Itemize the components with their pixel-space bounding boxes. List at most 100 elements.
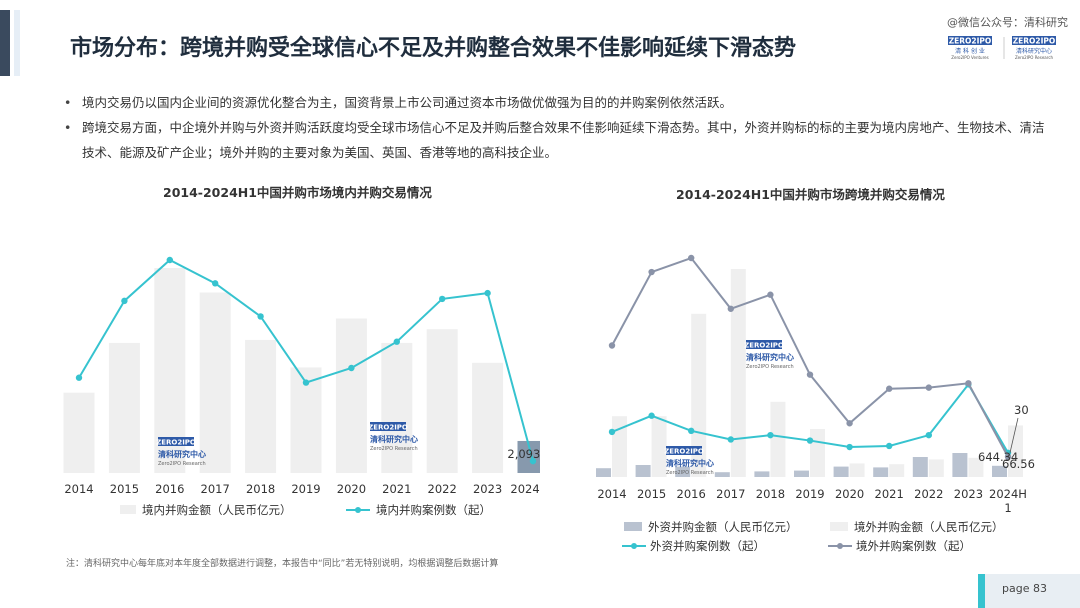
left-chart-title: 2014-2024H1中国并购市场境内并购交易情况: [163, 185, 432, 200]
point-overseas-count: [846, 420, 853, 427]
left-legend: 境内并购金额（人民币亿元） 境内并购案例数（起）: [120, 503, 491, 517]
point-foreign-count: [767, 431, 774, 439]
watermark-sub: Zero2IPO Research: [666, 470, 714, 476]
point-domestic-count: [393, 338, 400, 345]
watermark-name: 清科研究中心: [370, 434, 418, 444]
x-tick-label: 2015: [637, 487, 666, 501]
point-foreign-count: [886, 442, 893, 450]
chart-watermark: ZERO2IPO 清科研究中心 Zero2IPO Research: [664, 446, 714, 476]
data-label-overseas-amount: 644.34: [978, 450, 1018, 464]
logo-right-name: 清科研究中心: [1016, 47, 1052, 55]
bullet-item: 境内交易仍以国内企业间的资源优化整合为主，国资背景上市公司通过资本市场做优做强为…: [64, 90, 1054, 115]
x-tick-label: 2022: [914, 487, 943, 501]
wechat-watermark: @微信公众号：清科研究: [947, 16, 1068, 29]
watermark-brand: ZERO2IPO: [744, 342, 784, 350]
bar-domestic-amount: [426, 329, 458, 473]
point-foreign-count: [688, 427, 695, 435]
x-tick-label: 2019: [795, 487, 824, 501]
x-tick-label: 2023: [954, 487, 983, 501]
point-domestic-count: [529, 457, 537, 465]
point-overseas-count: [608, 342, 616, 349]
point-overseas-count: [965, 380, 972, 387]
legend-marker-overseas-count: [837, 543, 843, 549]
legend-label-foreign-amount: 外资并购金额（人民币亿元）: [648, 520, 798, 534]
bar-overseas-amount: [691, 313, 707, 477]
bar-overseas-amount: [810, 429, 825, 477]
line-overseas-count: [611, 256, 1009, 458]
bar-domestic-amount: [517, 440, 540, 473]
legend-label-domestic-amount: 境内并购金额（人民币亿元）: [142, 503, 292, 517]
bar-foreign-amount: [714, 472, 730, 477]
bullet-list: 境内交易仍以国内企业间的资源优化整合为主，国资背景上市公司通过资本市场做优做强为…: [64, 90, 1054, 165]
point-foreign-count: [648, 412, 655, 419]
point-overseas-count: [886, 385, 893, 392]
point-domestic-count: [75, 374, 83, 381]
logo-left-sub: Zero2IPO Ventures: [951, 55, 988, 60]
bar-foreign-amount: [952, 453, 968, 477]
header-accent-bar-light: [14, 10, 20, 76]
x-tick-label: 1: [1004, 501, 1011, 515]
legend-label-overseas-count: 境外并购案例数（起）: [856, 539, 971, 553]
bar-foreign-amount: [833, 466, 849, 477]
bar-foreign-amount: [635, 465, 651, 477]
footnote: 注：清科研究中心每年底对本年度全部数据进行调整，本报告中“同比”若无特别说明，均…: [66, 559, 499, 569]
point-domestic-count: [484, 289, 491, 297]
point-overseas-count: [1004, 453, 1012, 460]
point-foreign-count: [608, 428, 616, 436]
watermark-name: 清科研究中心: [666, 458, 714, 468]
bar-overseas-amount: [889, 464, 905, 477]
x-tick-label: 2017: [201, 482, 230, 496]
legend-marker-foreign-count: [631, 543, 637, 549]
page-footer-accent: [978, 574, 985, 608]
x-tick-label: 2021: [382, 482, 411, 496]
zero2ipo-logo: ZERO2IPO 清 科 创 业 Zero2IPO Ventures ZERO2…: [948, 36, 1056, 60]
bar-overseas-amount: [770, 401, 786, 477]
point-foreign-count: [806, 437, 814, 444]
point-domestic-count: [439, 295, 446, 303]
legend-swatch-domestic-amount: [120, 505, 136, 514]
bar-foreign-amount: [794, 470, 809, 477]
bar-foreign-amount: [596, 468, 611, 477]
x-tick-label: 2016: [677, 487, 706, 501]
watermark-brand: ZERO2IPO: [664, 448, 704, 456]
point-foreign-count: [846, 443, 853, 451]
x-tick-label: 2015: [110, 482, 139, 496]
page-number: page 83: [1002, 582, 1047, 595]
legend-label-domestic-count: 境内并购案例数（起）: [376, 503, 491, 517]
legend-swatch-foreign-amount: [624, 522, 642, 531]
point-domestic-count: [212, 280, 219, 287]
bar-domestic-amount: [199, 292, 231, 473]
bar-foreign-amount: [675, 466, 691, 477]
data-label-overseas-count: 30: [1014, 403, 1029, 417]
bar-foreign-amount: [912, 457, 928, 477]
watermark-name: 清科研究中心: [746, 352, 794, 362]
x-tick-label: 2014: [64, 482, 93, 496]
point-domestic-count: [257, 313, 264, 320]
bar-overseas-amount: [612, 416, 627, 477]
x-tick-label: 2016: [155, 482, 184, 496]
bar-foreign-amount: [992, 465, 1007, 477]
point-overseas-count: [767, 291, 774, 298]
data-label-foreign-count: 66.56: [1002, 457, 1035, 471]
logo-right-sub: Zero2IPO Research: [1015, 55, 1054, 60]
x-tick-label: 2018: [246, 482, 275, 496]
x-tick-label: 2014: [597, 487, 626, 501]
bar-overseas-amount: [849, 463, 865, 477]
legend-label-foreign-count: 外资并购案例数（起）: [650, 539, 765, 553]
point-overseas-count: [688, 254, 695, 262]
bar-overseas-amount: [1008, 425, 1023, 477]
x-tick-label: 2017: [716, 487, 745, 501]
point-domestic-count: [348, 364, 355, 372]
header-accent-bar: [0, 10, 10, 76]
watermark-sub: Zero2IPO Research: [746, 364, 794, 370]
watermark-brand: ZERO2IPO: [156, 439, 196, 447]
x-tick-label: 2022: [428, 482, 457, 496]
watermark-sub: Zero2IPO Research: [370, 446, 418, 452]
bar-domestic-amount: [63, 392, 95, 473]
data-label-domestic-amount: 2,093.59: [507, 447, 540, 461]
bar-domestic-amount: [472, 362, 504, 473]
page-title: 市场分布：跨境并购受全球信心不足及并购整合效果不佳影响延续下滑态势: [70, 36, 797, 61]
watermark-name: 清科研究中心: [158, 449, 206, 459]
point-overseas-count: [925, 384, 932, 391]
legend-marker-domestic-count: [355, 507, 361, 513]
